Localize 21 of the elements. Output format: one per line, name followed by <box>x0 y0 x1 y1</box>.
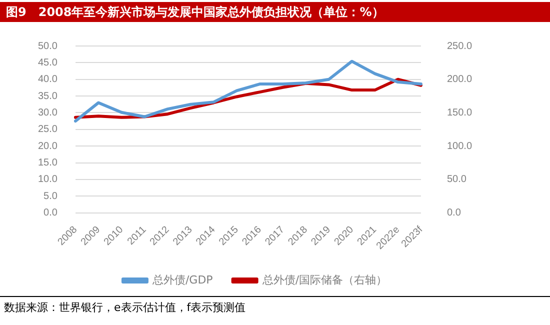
y-tick-label: 45.0 <box>38 57 58 68</box>
y2-tick-label: 50.0 <box>446 174 467 186</box>
y-tick-label: 30.0 <box>38 107 58 118</box>
source-note: 数据来源：世界银行，e表示估计值，f表示预测值 <box>0 296 550 318</box>
y-tick-label: 0.0 <box>44 208 58 219</box>
y2-tick-label: 0.0 <box>446 208 462 219</box>
legend-label: 总外债/GDP <box>151 273 214 286</box>
y2-tick-label: 100.0 <box>446 140 472 152</box>
y-tick-label: 15.0 <box>38 158 58 169</box>
y-tick-label: 35.0 <box>38 90 58 102</box>
y2-tick-label: 200.0 <box>446 74 472 86</box>
y-tick-label: 5.0 <box>44 190 58 202</box>
y-tick-label: 25.0 <box>38 124 58 136</box>
y2-tick-label: 150.0 <box>446 107 472 118</box>
y-tick-label: 40.0 <box>38 74 58 86</box>
y2-tick-label: 250.0 <box>446 40 472 52</box>
legend-label: 总外债/国际储备（右轴） <box>261 273 388 286</box>
chart-title: 图9 2008年至今新兴市场与发展中国家总外债负担状况（单位：%） <box>0 2 550 22</box>
y-tick-label: 50.0 <box>38 40 58 52</box>
y-tick-label: 10.0 <box>38 174 58 186</box>
y-tick-label: 20.0 <box>38 140 58 152</box>
